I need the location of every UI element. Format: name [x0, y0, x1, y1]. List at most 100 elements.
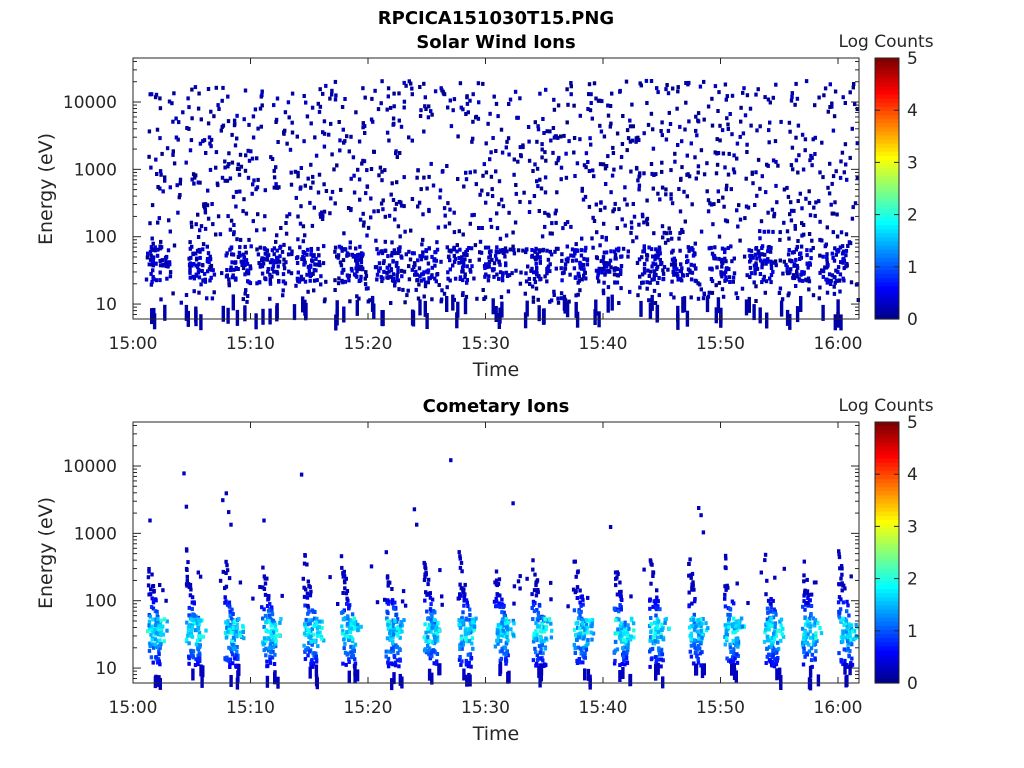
heatmap-cell	[268, 308, 272, 325]
heatmap-cell	[842, 647, 846, 652]
heatmap-cell	[196, 662, 200, 667]
heatmap-cell	[655, 617, 660, 622]
heatmap-cell	[301, 277, 306, 282]
heatmap-cell	[164, 258, 168, 263]
heatmap-cell	[763, 95, 767, 100]
colorbar-swatch	[875, 155, 899, 161]
heatmap-cell	[423, 104, 427, 109]
heatmap-cell	[398, 673, 402, 686]
heatmap-cell	[544, 627, 548, 632]
heatmap-cell	[355, 299, 359, 316]
heatmap-cell	[812, 205, 816, 210]
heatmap-cell	[825, 252, 829, 257]
heatmap-cell	[600, 99, 604, 104]
heatmap-cell	[321, 213, 325, 218]
heatmap-cell	[338, 148, 342, 153]
heatmap-cell	[680, 266, 684, 271]
colorbar-tick-label: 2	[907, 206, 918, 226]
heatmap-cell	[503, 621, 508, 626]
heatmap-cell	[771, 649, 775, 654]
heatmap-cell	[349, 655, 354, 660]
heatmap-cell	[190, 87, 194, 92]
heatmap-cell	[242, 255, 246, 260]
heatmap-cell	[188, 275, 192, 280]
heatmap-cell	[335, 300, 339, 317]
heatmap-cell	[333, 201, 337, 206]
heatmap-cell	[619, 626, 624, 631]
heatmap-cell	[845, 632, 850, 637]
heatmap-cell	[718, 138, 722, 143]
heatmap-cell	[588, 108, 593, 113]
heatmap-cell	[421, 237, 425, 242]
heatmap-cell	[836, 269, 840, 274]
heatmap-cell	[626, 647, 630, 652]
heatmap-cell	[446, 276, 450, 281]
heatmap-cell	[594, 299, 598, 316]
heatmap-cell	[416, 296, 421, 301]
heatmap-cell	[336, 253, 341, 258]
heatmap-cell	[821, 274, 825, 279]
heatmap-cell	[225, 563, 229, 568]
heatmap-cell	[538, 629, 542, 634]
heatmap-cell	[221, 498, 225, 503]
heatmap-cell	[394, 263, 399, 268]
heatmap-cell	[850, 126, 854, 131]
heatmap-cell	[340, 565, 344, 570]
heatmap-cell	[365, 184, 370, 189]
heatmap-cell	[597, 279, 601, 284]
heatmap-cell	[775, 650, 779, 655]
heatmap-cell	[844, 629, 848, 634]
heatmap-cell	[269, 650, 273, 655]
heatmap-cell	[431, 609, 436, 613]
heatmap-cell	[153, 617, 157, 622]
heatmap-cell	[706, 626, 710, 631]
heatmap-cell	[504, 640, 509, 645]
heatmap-cell	[749, 257, 753, 262]
heatmap-cell	[231, 638, 235, 643]
heatmap-cell	[430, 297, 434, 302]
heatmap-cell	[269, 155, 273, 160]
x-tick-label: 15:00	[109, 698, 158, 718]
heatmap-cell	[426, 115, 431, 120]
heatmap-cell	[310, 618, 314, 623]
colorbar-swatch	[875, 74, 899, 79]
heatmap-cell	[466, 652, 470, 657]
heatmap-cell	[654, 607, 659, 612]
heatmap-cell	[785, 229, 790, 234]
heatmap-cell	[660, 160, 664, 165]
heatmap-cell	[648, 606, 652, 611]
heatmap-cell	[668, 230, 673, 235]
heatmap-cell	[374, 238, 378, 243]
heatmap-cell	[766, 610, 770, 615]
heatmap-cell	[182, 471, 186, 476]
heatmap-cell	[340, 624, 344, 629]
heatmap-cell	[805, 253, 809, 258]
heatmap-cell	[802, 650, 806, 655]
heatmap-cell	[749, 123, 753, 128]
heatmap-cell	[389, 267, 393, 272]
heatmap-cell	[177, 195, 181, 200]
heatmap-cell	[198, 659, 202, 664]
heatmap-cell	[709, 202, 714, 207]
heatmap-cell	[262, 227, 266, 232]
heatmap-cell	[406, 288, 410, 293]
heatmap-cell	[504, 617, 508, 621]
heatmap-cell	[560, 271, 565, 276]
heatmap-cell	[694, 128, 698, 133]
heatmap-cell	[422, 560, 426, 565]
heatmap-cell	[837, 247, 841, 252]
heatmap-cell	[699, 663, 703, 668]
heatmap-cell	[618, 603, 622, 608]
heatmap-cell	[376, 209, 380, 214]
heatmap-cell	[278, 620, 282, 625]
heatmap-cell	[804, 651, 809, 656]
heatmap-cell	[765, 312, 769, 329]
colorbar-swatch	[875, 111, 899, 116]
heatmap-cell	[819, 631, 824, 636]
heatmap-cell	[274, 182, 278, 187]
heatmap-cell	[147, 592, 151, 597]
heatmap-cell	[587, 82, 592, 87]
heatmap-cell	[841, 635, 845, 640]
heatmap-cell	[795, 263, 799, 268]
heatmap-cell	[723, 642, 727, 647]
